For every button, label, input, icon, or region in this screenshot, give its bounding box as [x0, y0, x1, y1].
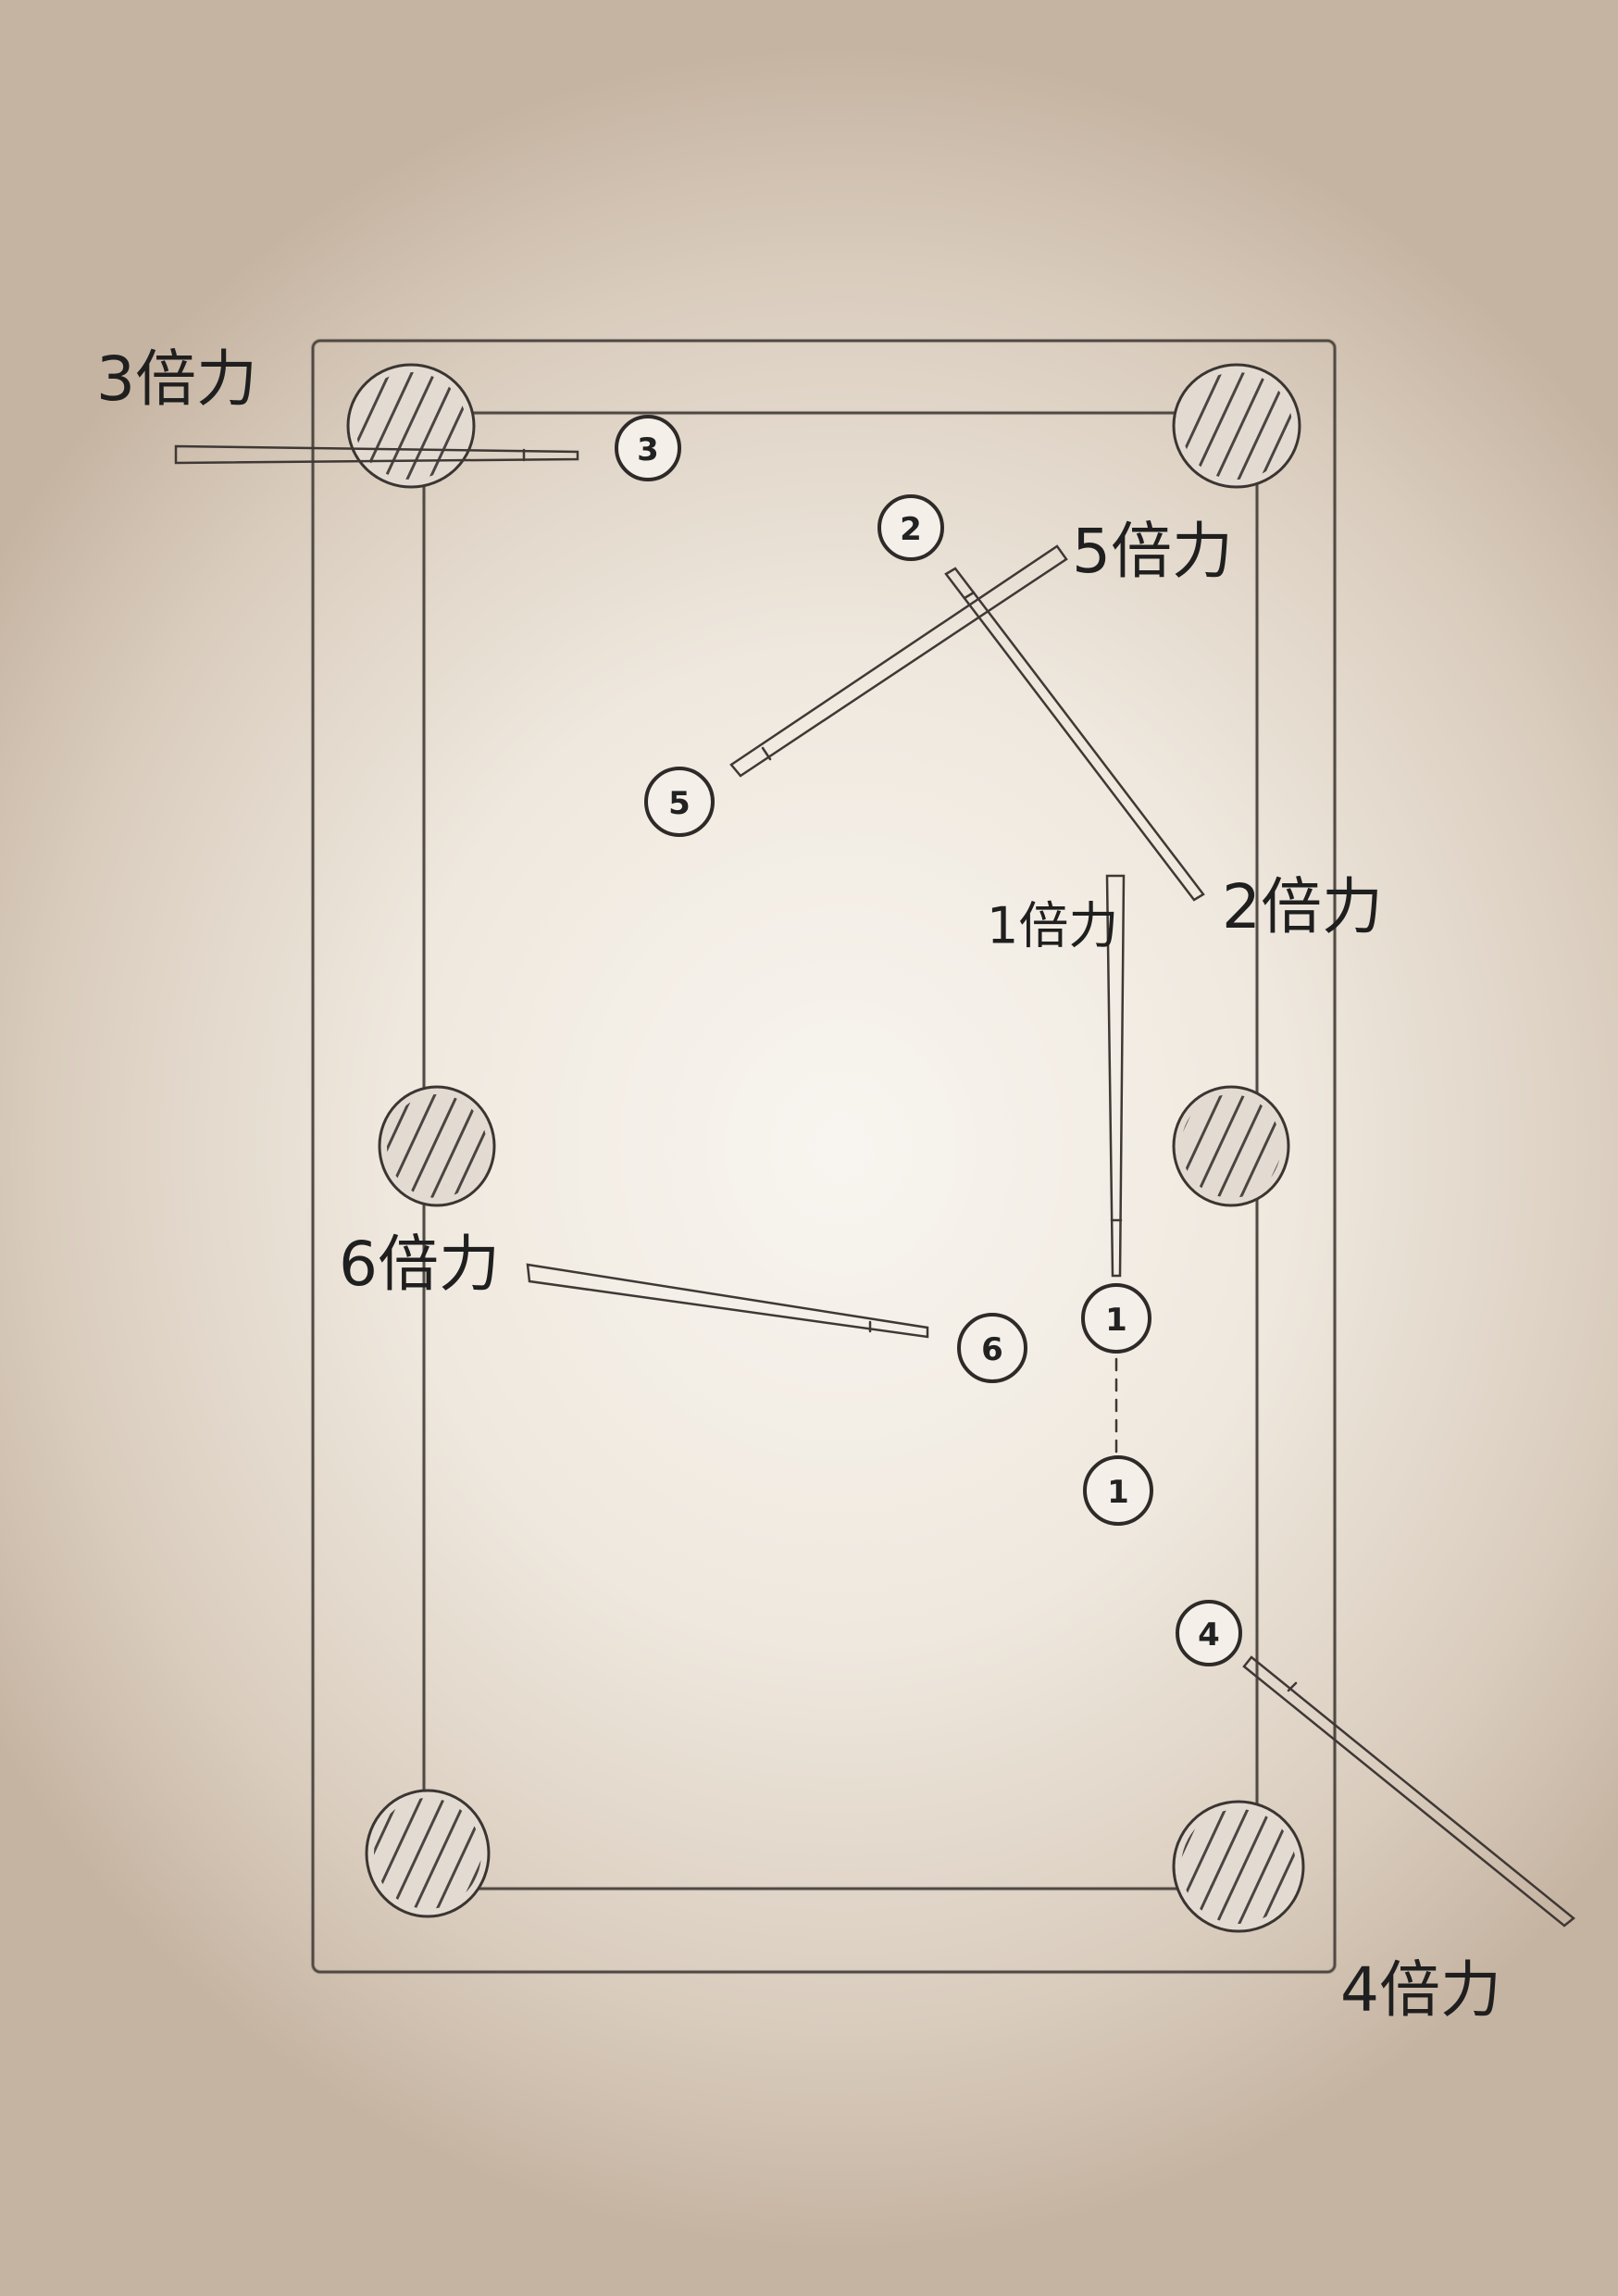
pocket-top-right — [1172, 363, 1301, 489]
ball-1-lower-label: 1 — [1107, 1474, 1129, 1511]
ball-3-label: 3 — [637, 431, 659, 468]
ball-5: 5 — [644, 767, 715, 837]
balls: 3 2 5 1 1 6 4 — [615, 415, 1242, 1666]
cue-stick-3 — [174, 444, 579, 465]
power-labels: 3倍力 5倍力 2倍力 1倍力 6倍力 4倍力 — [96, 343, 1501, 2026]
pocket-top-left — [346, 363, 476, 489]
pocket-bottom-left — [365, 1789, 491, 1918]
ball-5-label: 5 — [668, 785, 691, 822]
power-label-6: 6倍力 — [339, 1229, 500, 1300]
cue-sticks — [174, 444, 1575, 1928]
power-label-2: 2倍力 — [1222, 871, 1383, 942]
ball-6-label: 6 — [981, 1331, 1003, 1368]
cue-stick-1 — [1105, 874, 1126, 1278]
power-label-1: 1倍力 — [987, 897, 1118, 955]
ball-6: 6 — [957, 1313, 1027, 1383]
pocket-middle-left — [378, 1085, 496, 1207]
cue-stick-4 — [1242, 1655, 1575, 1928]
ball-3: 3 — [615, 415, 681, 481]
power-label-3: 3倍力 — [96, 343, 257, 415]
cue-stick-2 — [944, 567, 1205, 902]
ball-1-lower: 1 — [1083, 1455, 1153, 1526]
ball-2-label: 2 — [900, 511, 922, 548]
ball-4-label: 4 — [1198, 1616, 1220, 1653]
power-label-4: 4倍力 — [1340, 1954, 1501, 2026]
ball-1-upper: 1 — [1081, 1283, 1151, 1354]
cue-stick-6 — [526, 1263, 929, 1339]
ball-4: 4 — [1176, 1600, 1242, 1666]
ball-2: 2 — [877, 494, 944, 561]
pockets — [346, 363, 1305, 1933]
power-label-5: 5倍力 — [1072, 516, 1233, 587]
pocket-bottom-right — [1172, 1800, 1305, 1933]
table-inner-border — [422, 411, 1259, 1890]
cue-stick-5 — [729, 544, 1068, 778]
table-outer-border — [311, 339, 1337, 1974]
pocket-middle-right — [1172, 1085, 1290, 1207]
ball-1-upper-label: 1 — [1105, 1302, 1127, 1339]
